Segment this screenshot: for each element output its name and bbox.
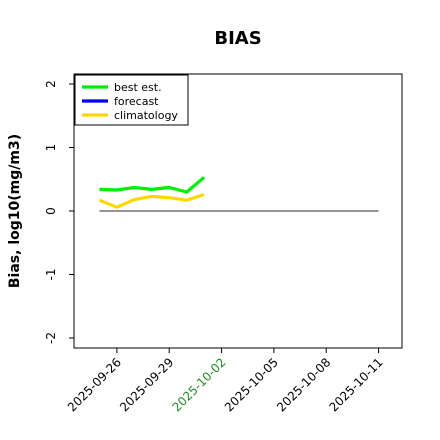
y-tick-label: 1 <box>44 144 58 152</box>
x-tick-label: 2025-09-26 <box>65 355 124 414</box>
y-tick-label: 2 <box>44 80 58 88</box>
x-tick-label: 2025-09-29 <box>117 355 176 414</box>
x-tick-label: 2025-10-02 <box>169 355 228 414</box>
series-layer <box>98 176 206 209</box>
x-tick-label: 2025-10-08 <box>274 355 333 414</box>
series-line-best-est <box>99 176 206 194</box>
y-axis-label: Bias, log10(mg/m3) <box>7 134 23 288</box>
y-axis: -2 -1 0 1 2 <box>44 80 74 344</box>
series-line-climatology <box>98 192 205 209</box>
chart-title: BIAS <box>214 28 261 49</box>
legend-label: climatology <box>114 109 178 122</box>
legend-label: best est. <box>114 81 162 94</box>
y-tick-label: -2 <box>44 332 58 344</box>
y-tick-label: -1 <box>44 269 58 281</box>
legend-label: forecast <box>114 95 159 108</box>
x-tick-label: 2025-10-11 <box>326 355 385 414</box>
x-axis: 2025-09-262025-09-292025-10-022025-10-05… <box>65 348 386 414</box>
x-tick-label: 2025-10-05 <box>222 355 281 414</box>
y-tick-label: 0 <box>44 207 58 215</box>
